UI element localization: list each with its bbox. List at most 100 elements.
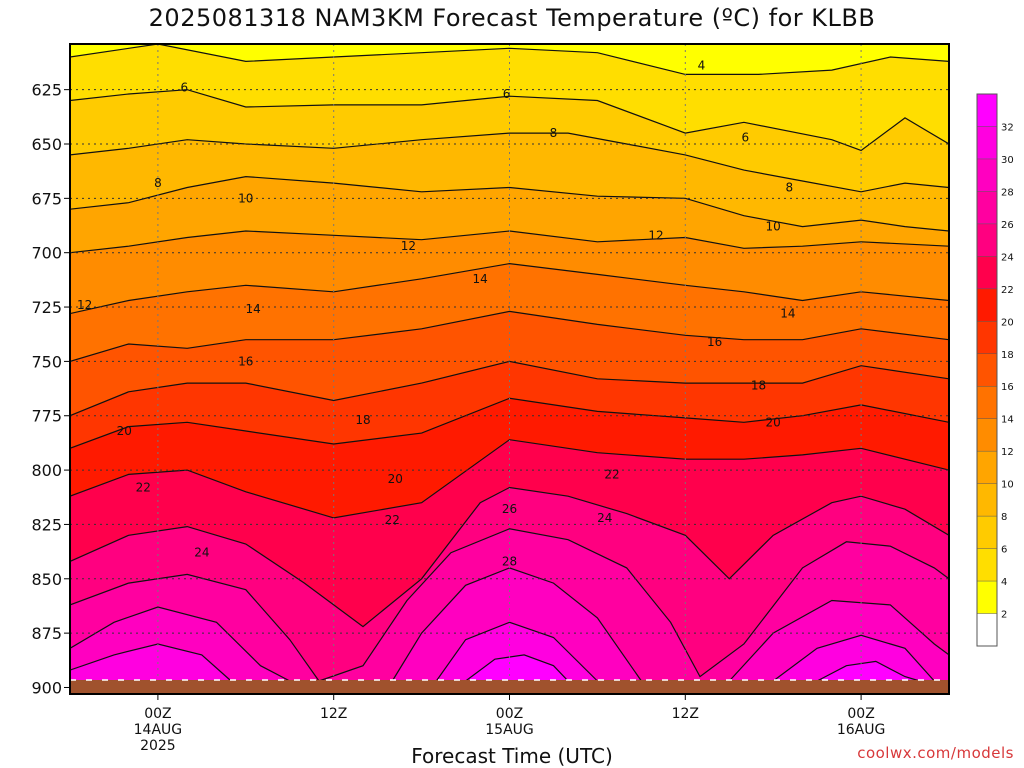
contour-label: 10 — [238, 191, 253, 205]
y-tick-label: 725 — [31, 298, 62, 317]
y-tick-label: 650 — [31, 135, 62, 154]
contour-label: 20 — [117, 424, 132, 438]
y-tick-label: 750 — [31, 352, 62, 371]
contour-label: 26 — [502, 502, 517, 516]
ground-strip — [70, 680, 949, 694]
contour-label: 8 — [154, 176, 162, 190]
colorbar-swatch — [977, 451, 997, 484]
colorbar-swatch — [977, 288, 997, 322]
colorbar-swatch — [977, 256, 997, 289]
colorbar-tick-label: 20 — [1001, 317, 1014, 328]
x-tick-label: 16AUG — [837, 722, 886, 738]
colorbar-swatch — [977, 516, 997, 549]
y-tick-label: 675 — [31, 189, 62, 208]
colorbar-tick-label: 16 — [1001, 382, 1014, 393]
contour-label: 6 — [503, 87, 511, 101]
contour-label: 20 — [388, 472, 403, 486]
contour-label: 22 — [385, 513, 400, 527]
x-tick-label: 12Z — [320, 706, 347, 722]
colorbar-swatch — [977, 418, 997, 452]
contour-lines — [70, 44, 949, 682]
colorbar-tick-label: 18 — [1001, 350, 1014, 361]
contour-line-4 — [70, 44, 949, 75]
contour-line-22 — [70, 439, 949, 519]
contour-line-6 — [70, 89, 949, 152]
y-tick-label: 800 — [31, 461, 62, 480]
x-tick-label: 12Z — [672, 706, 699, 722]
colorbar-tick-label: 26 — [1001, 220, 1014, 231]
colorbar-tick-label: 2 — [1001, 610, 1007, 621]
contour-label: 14 — [245, 302, 260, 316]
colorbar-swatch — [977, 581, 997, 614]
y-tick-label: 850 — [31, 570, 62, 589]
colorbar-tick-label: 32 — [1001, 122, 1014, 133]
colorbar-swatch — [977, 613, 997, 646]
contour-line-30 — [772, 634, 935, 682]
contour-label: 4 — [698, 59, 706, 73]
colorbar-tick-label: 30 — [1001, 155, 1014, 166]
contour-line-16 — [70, 310, 949, 362]
contour-label: 28 — [502, 554, 517, 568]
contour-label: 12 — [77, 298, 92, 312]
contour-line-8 — [70, 132, 949, 193]
x-axis-title: Forecast Time (UTC) — [411, 744, 613, 768]
colorbar-swatch — [977, 126, 997, 159]
y-tick-label: 775 — [31, 407, 62, 426]
contour-label: 14 — [780, 307, 795, 321]
colorbar-swatch — [977, 94, 997, 127]
colorbar-tick-label: 4 — [1001, 577, 1007, 588]
colorbar-swatch — [977, 321, 997, 354]
chart-title: 2025081318 NAM3KM Forecast Temperature (… — [148, 4, 876, 32]
y-axis-ticks: 625 650 675 700 725 750 775 800 825 850 875 900 — [31, 81, 70, 697]
colorbar-swatch — [977, 223, 997, 257]
contour-label: 10 — [766, 220, 781, 234]
plot-area: 4 6 6 6 8 8 8 10 10 12 12 12 14 14 14 16 16 18 18 20 20 20 22 2… — [70, 44, 949, 694]
colorbar-tick-label: 10 — [1001, 480, 1014, 491]
colorbar-tick-label: 6 — [1001, 545, 1007, 556]
colorbar-swatch — [977, 353, 997, 387]
colorbar-swatch — [977, 548, 997, 582]
contour-label: 22 — [136, 480, 151, 494]
contour-line-32 — [465, 654, 569, 682]
colorbar-tick-label: 8 — [1001, 512, 1007, 523]
contour-label: 20 — [766, 415, 781, 429]
colorbar-tick-label: 28 — [1001, 187, 1014, 198]
y-tick-label: 825 — [31, 515, 62, 534]
contour-label: 12 — [401, 239, 416, 253]
x-tick-label: 14AUG — [134, 722, 183, 738]
colorbar-tick-label: 14 — [1001, 415, 1014, 426]
y-tick-label: 700 — [31, 244, 62, 263]
contour-line-26 — [70, 528, 949, 682]
x-tick-label: 15AUG — [485, 722, 534, 738]
colorbar-tick-label: 22 — [1001, 285, 1014, 296]
colorbar-swatch — [977, 158, 997, 192]
colorbar-tick-label: 12 — [1001, 447, 1014, 458]
contour-label: 14 — [473, 272, 488, 286]
contour-label: 6 — [742, 130, 750, 144]
x-tick-label: 00Z — [496, 706, 523, 722]
contour-label: 16 — [238, 354, 253, 368]
source-credit: coolwx.com/models — [857, 744, 1014, 762]
contour-labels: 4 6 6 6 8 8 8 10 10 12 12 12 14 14 14 16 16 18 18 20 20 20 22 2… — [77, 59, 795, 569]
contour-label: 8 — [550, 126, 558, 140]
contour-label: 22 — [604, 467, 619, 481]
ground-layer — [70, 679, 949, 694]
x-tick-label: 00Z — [847, 706, 874, 722]
x-tick-label: 2025 — [140, 738, 176, 754]
contour-label: 18 — [751, 378, 766, 392]
contour-label: 24 — [194, 546, 209, 560]
x-tick-label: 00Z — [144, 706, 171, 722]
contour-line-24 — [70, 486, 949, 628]
contour-label: 6 — [180, 80, 188, 94]
contour-line-32 — [816, 660, 920, 682]
contour-label: 8 — [785, 180, 793, 194]
colorbar-swatch — [977, 386, 997, 419]
y-tick-label: 900 — [31, 678, 62, 697]
colorbar-tick-label: 24 — [1001, 252, 1014, 263]
contour-line-30 — [435, 621, 598, 682]
contour-line-10 — [70, 175, 949, 232]
y-tick-label: 875 — [31, 624, 62, 643]
